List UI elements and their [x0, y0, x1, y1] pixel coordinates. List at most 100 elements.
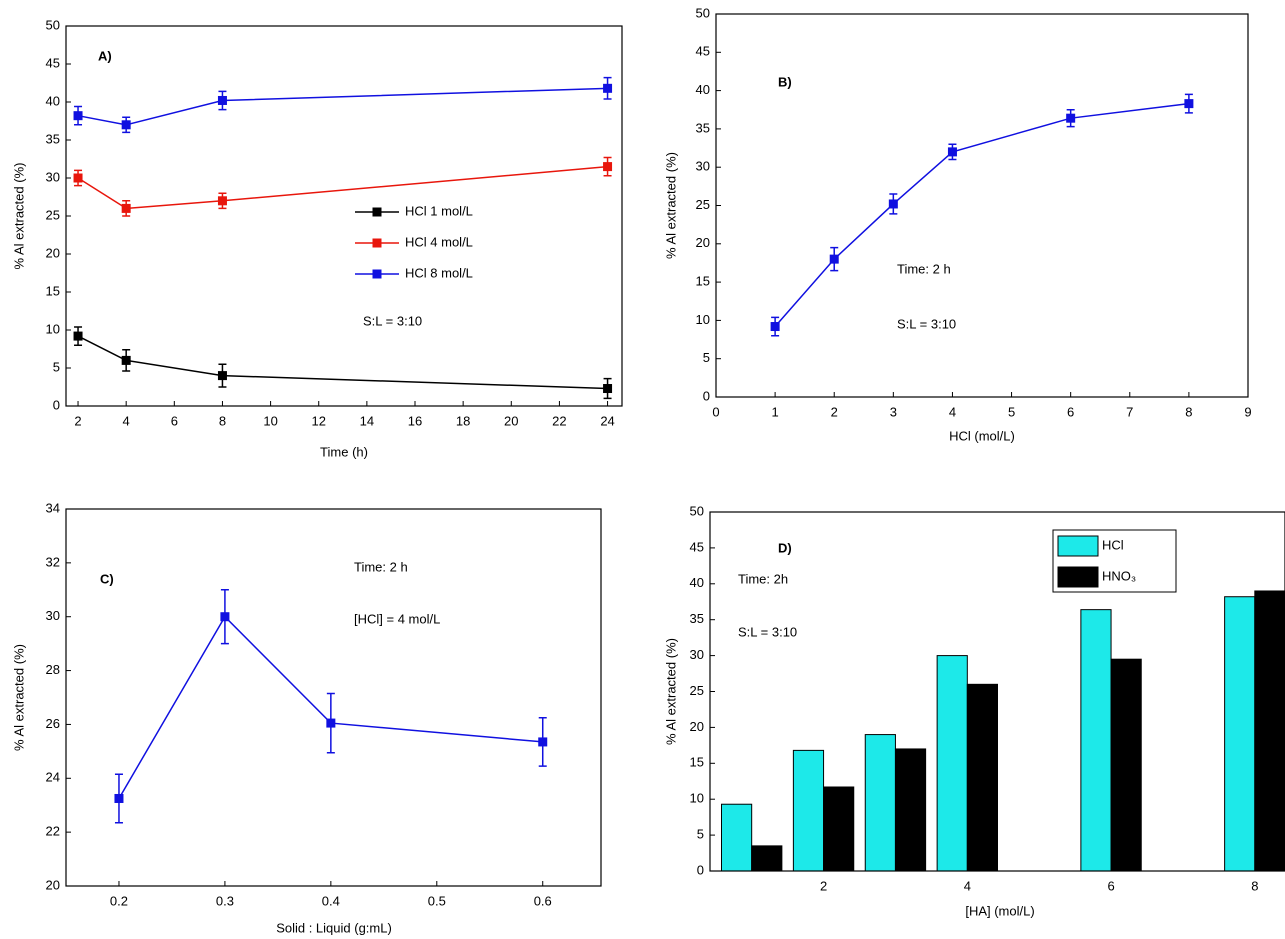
y-tick-label: 20	[46, 245, 60, 260]
annotation: Time: 2 h	[354, 559, 408, 574]
bar	[966, 683, 998, 872]
marker	[217, 196, 227, 206]
y-tick-label: 24	[46, 770, 60, 785]
marker	[538, 737, 548, 747]
x-axis-title: [HA] (mol/L)	[965, 903, 1034, 918]
marker	[829, 254, 839, 264]
y-tick-label: 25	[690, 683, 704, 698]
plot-frame	[715, 13, 1249, 398]
marker	[114, 793, 124, 803]
x-tick-label: 4	[964, 878, 971, 893]
bar	[1254, 590, 1285, 872]
annotation: B)	[778, 74, 792, 89]
x-tick-label: 8	[219, 413, 226, 428]
annotation: S:L = 3:10	[738, 624, 797, 639]
x-tick-label: 18	[456, 413, 470, 428]
x-tick-label: 0	[712, 404, 719, 419]
legend-swatch	[1057, 535, 1099, 557]
x-tick-label: 6	[1107, 878, 1114, 893]
x-axis-title: Time (h)	[320, 444, 368, 459]
x-tick-label: 2	[831, 404, 838, 419]
y-tick-label: 25	[46, 207, 60, 222]
y-tick-label: 5	[53, 359, 60, 374]
annotation: S:L = 3:10	[897, 316, 956, 331]
marker	[121, 355, 131, 365]
x-tick-label: 4	[949, 404, 956, 419]
y-tick-label: 50	[46, 17, 60, 32]
y-tick-label: 34	[46, 500, 60, 515]
x-tick-label: 6	[1067, 404, 1074, 419]
series-line	[118, 615, 543, 799]
y-tick-label: 28	[46, 662, 60, 677]
y-tick-label: 26	[46, 716, 60, 731]
x-tick-label: 2	[820, 878, 827, 893]
annotation: [HCl] = 4 mol/L	[354, 611, 440, 626]
legend-marker	[372, 238, 382, 248]
marker	[217, 371, 227, 381]
marker	[603, 384, 613, 394]
legend-marker	[372, 269, 382, 279]
x-tick-label: 10	[263, 413, 277, 428]
legend-label: HNO₃	[1102, 568, 1136, 583]
annotation: S:L = 3:10	[363, 313, 422, 328]
y-tick-label: 30	[46, 169, 60, 184]
marker	[220, 612, 230, 622]
x-tick-label: 24	[600, 413, 614, 428]
x-tick-label: 20	[504, 413, 518, 428]
y-axis-title: % Al extracted (%)	[11, 644, 26, 751]
bar	[792, 749, 825, 872]
marker	[603, 83, 613, 93]
marker	[888, 199, 898, 209]
series-line	[77, 335, 608, 390]
y-tick-label: 15	[46, 283, 60, 298]
x-tick-label: 22	[552, 413, 566, 428]
bar	[894, 748, 927, 872]
y-tick-label: 35	[46, 131, 60, 146]
y-tick-label: 45	[690, 539, 704, 554]
plot-frame	[65, 508, 602, 887]
marker	[1184, 99, 1194, 109]
y-tick-label: 0	[697, 862, 704, 877]
y-axis-title: % Al extracted (%)	[663, 638, 678, 745]
annotation: D)	[778, 540, 792, 555]
series-line	[77, 165, 608, 210]
x-axis-title: Solid : Liquid (g:mL)	[276, 920, 392, 935]
bar	[864, 734, 896, 872]
x-tick-label: 0.3	[216, 893, 234, 908]
x-tick-label: 9	[1244, 404, 1251, 419]
legend-label: HCl 4 mol/L	[405, 234, 473, 249]
y-tick-label: 5	[697, 827, 704, 842]
series-line	[77, 87, 608, 126]
y-tick-label: 5	[703, 350, 710, 365]
marker	[770, 322, 780, 332]
y-tick-label: 10	[46, 321, 60, 336]
x-tick-label: 8	[1251, 878, 1258, 893]
y-tick-label: 50	[690, 503, 704, 518]
annotation: A)	[98, 48, 112, 63]
legend-label: HCl	[1102, 537, 1124, 552]
y-tick-label: 30	[46, 608, 60, 623]
x-tick-label: 14	[360, 413, 374, 428]
x-tick-label: 3	[890, 404, 897, 419]
marker	[121, 203, 131, 213]
y-tick-label: 10	[696, 312, 710, 327]
y-tick-label: 20	[46, 877, 60, 892]
marker	[326, 718, 336, 728]
marker	[73, 331, 83, 341]
x-tick-label: 0.4	[322, 893, 340, 908]
y-axis-title: % Al extracted (%)	[11, 163, 26, 270]
legend-swatch	[1057, 566, 1099, 588]
x-axis-title: HCl (mol/L)	[949, 428, 1015, 443]
y-tick-label: 45	[696, 44, 710, 59]
annotation: Time: 2 h	[897, 261, 951, 276]
y-tick-label: 30	[696, 159, 710, 174]
marker	[1066, 113, 1076, 123]
y-tick-label: 22	[46, 824, 60, 839]
plot-frame	[709, 511, 1285, 872]
x-tick-label: 16	[408, 413, 422, 428]
marker	[603, 162, 613, 172]
x-tick-label: 0.2	[110, 893, 128, 908]
bar	[936, 655, 968, 872]
y-tick-label: 20	[690, 719, 704, 734]
